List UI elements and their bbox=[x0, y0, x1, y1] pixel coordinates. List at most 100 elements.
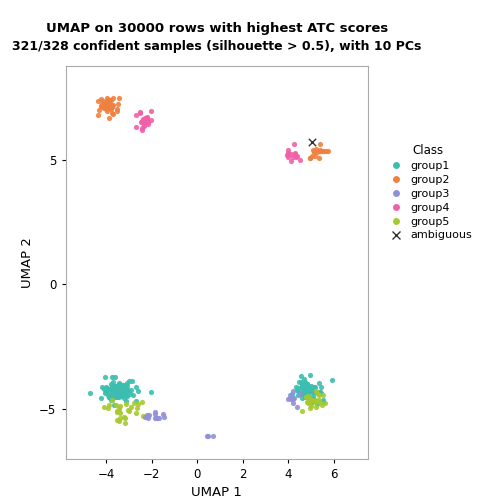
Point bbox=[103, 96, 111, 104]
Point bbox=[106, 396, 114, 404]
Y-axis label: UMAP 2: UMAP 2 bbox=[21, 237, 34, 287]
Point bbox=[286, 391, 294, 399]
Point bbox=[108, 396, 116, 404]
Point bbox=[115, 383, 123, 391]
Point bbox=[107, 389, 115, 397]
Point bbox=[102, 98, 110, 106]
Point bbox=[144, 414, 152, 422]
Point bbox=[317, 384, 325, 392]
Point bbox=[118, 383, 126, 391]
Point bbox=[127, 403, 135, 411]
Point bbox=[304, 398, 312, 406]
Point bbox=[303, 381, 311, 389]
Point bbox=[310, 383, 319, 391]
Point bbox=[298, 394, 306, 402]
Point bbox=[132, 397, 140, 405]
Point bbox=[115, 404, 123, 412]
Point bbox=[316, 388, 324, 396]
Point bbox=[110, 401, 118, 409]
Point bbox=[321, 399, 329, 407]
Point bbox=[303, 398, 311, 406]
Point bbox=[109, 110, 117, 118]
Point bbox=[301, 393, 309, 401]
Point bbox=[104, 385, 112, 393]
Point bbox=[204, 432, 212, 440]
Point bbox=[122, 400, 130, 408]
Point bbox=[102, 383, 110, 391]
Point bbox=[160, 413, 168, 421]
Point bbox=[114, 100, 122, 108]
Point bbox=[142, 117, 150, 125]
Point bbox=[151, 414, 159, 422]
Point bbox=[315, 379, 323, 387]
Point bbox=[119, 388, 127, 396]
Point bbox=[110, 388, 118, 396]
Point bbox=[99, 100, 107, 108]
Point bbox=[128, 377, 136, 385]
Point bbox=[98, 383, 106, 391]
Point bbox=[121, 389, 129, 397]
Point bbox=[103, 384, 111, 392]
Point bbox=[209, 432, 217, 440]
Point bbox=[141, 413, 149, 421]
Point bbox=[319, 392, 327, 400]
Point bbox=[300, 374, 308, 383]
Point bbox=[100, 385, 108, 393]
Point bbox=[323, 147, 331, 155]
Point bbox=[284, 146, 292, 154]
Point bbox=[105, 385, 113, 393]
Point bbox=[298, 383, 306, 391]
Point bbox=[103, 94, 111, 102]
Point bbox=[129, 391, 137, 399]
Point bbox=[117, 389, 125, 397]
Point bbox=[132, 122, 140, 131]
Point bbox=[143, 112, 151, 120]
Point bbox=[143, 411, 151, 419]
Point bbox=[301, 394, 309, 402]
Text: 321/328 confident samples (silhouette > 0.5), with 10 PCs: 321/328 confident samples (silhouette > … bbox=[12, 40, 421, 53]
Point bbox=[119, 394, 128, 402]
Point bbox=[108, 103, 116, 111]
Point bbox=[107, 102, 115, 110]
Point bbox=[284, 149, 292, 157]
Point bbox=[100, 403, 108, 411]
Point bbox=[102, 105, 110, 113]
Point bbox=[289, 395, 297, 403]
Point bbox=[297, 377, 305, 386]
Point bbox=[117, 389, 125, 397]
Point bbox=[111, 389, 119, 397]
Point bbox=[113, 105, 121, 113]
Point bbox=[113, 388, 121, 396]
Point bbox=[122, 392, 131, 400]
Point bbox=[303, 385, 311, 393]
Point bbox=[318, 401, 326, 409]
Point bbox=[298, 382, 306, 390]
Point bbox=[118, 387, 127, 395]
Point bbox=[284, 153, 292, 161]
Point bbox=[288, 399, 296, 407]
Point bbox=[309, 392, 317, 400]
Point bbox=[106, 393, 114, 401]
Point bbox=[103, 386, 111, 394]
Point bbox=[308, 388, 317, 396]
Point bbox=[309, 388, 317, 396]
Point bbox=[300, 389, 308, 397]
Point bbox=[123, 379, 132, 387]
Point bbox=[293, 152, 301, 160]
Point bbox=[109, 94, 117, 102]
Point bbox=[316, 398, 324, 406]
Point bbox=[147, 388, 155, 396]
Point bbox=[298, 383, 306, 391]
Point bbox=[152, 414, 160, 422]
Point bbox=[104, 103, 112, 111]
Point bbox=[123, 388, 132, 396]
Point bbox=[132, 409, 140, 417]
Point bbox=[94, 97, 102, 105]
Legend: group1, group2, group3, group4, group5, ambiguous: group1, group2, group3, group4, group5, … bbox=[383, 142, 474, 242]
Point bbox=[106, 101, 114, 109]
Point bbox=[313, 148, 321, 156]
Point bbox=[289, 153, 297, 161]
Point bbox=[103, 104, 111, 112]
Point bbox=[301, 382, 309, 390]
Point bbox=[101, 373, 109, 381]
